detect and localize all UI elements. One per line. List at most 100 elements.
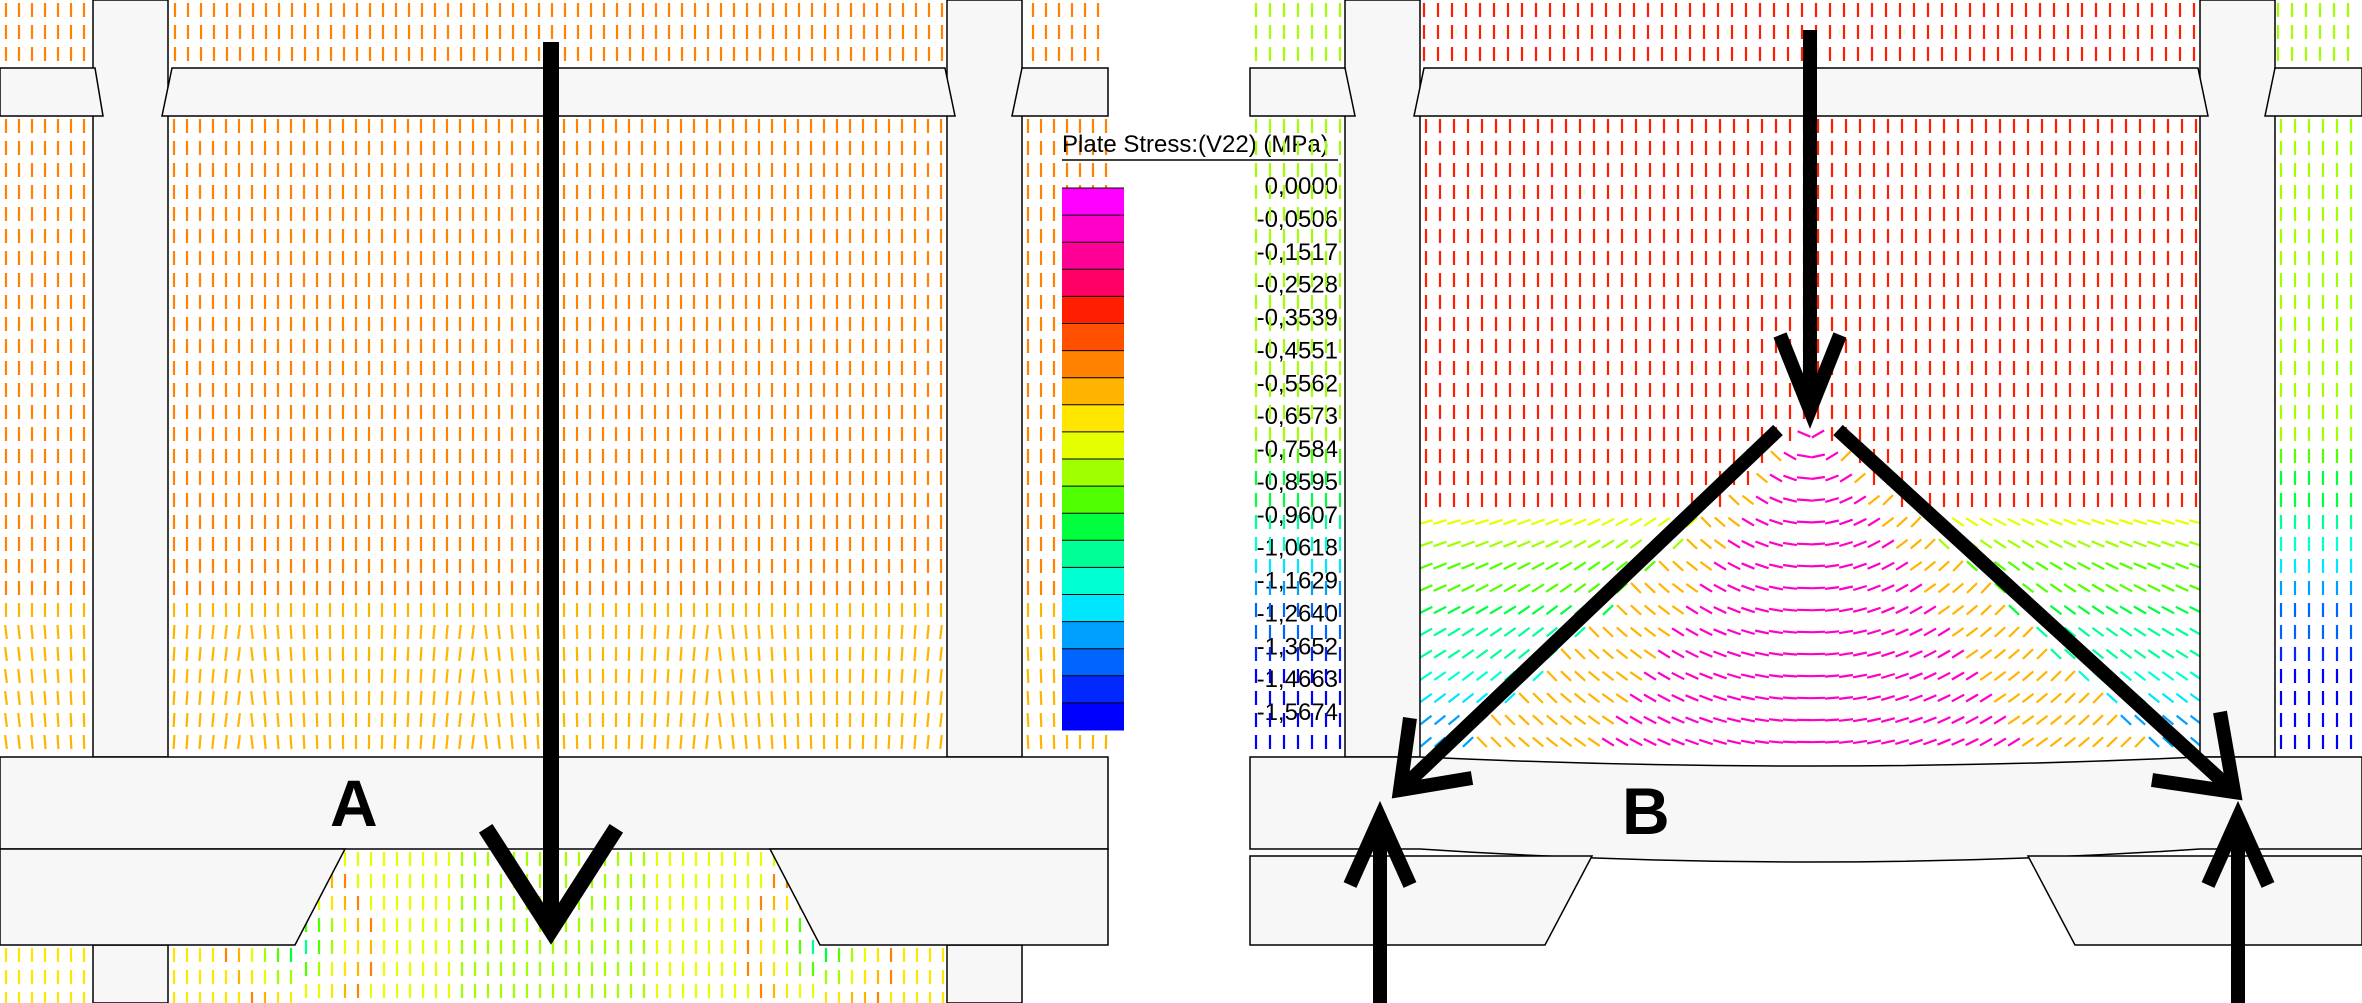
stress-tick (2091, 540, 2105, 548)
stress-tick (289, 668, 293, 684)
stress-tick (185, 646, 189, 662)
stress-tick (731, 668, 735, 684)
stress-tick (315, 668, 319, 684)
stress-tick (757, 668, 761, 684)
stress-tick (1909, 561, 1923, 571)
stress-tick (1755, 495, 1769, 505)
stress-tick (1824, 586, 1840, 590)
legend-color-band (1062, 431, 1124, 460)
stress-tick (1503, 518, 1517, 526)
stress-tick (640, 668, 644, 684)
stress-tick (1615, 560, 1629, 572)
stress-tick (2078, 692, 2090, 704)
stress-tick (2049, 604, 2063, 616)
stress-tick (2077, 626, 2091, 638)
stress-tick (1951, 649, 1965, 659)
panel-a-column-right (946, 0, 1023, 758)
stress-tick (679, 712, 683, 728)
stress-tick (1643, 693, 1657, 703)
stress-tick (172, 646, 176, 662)
stress-tick (1699, 538, 1713, 550)
stress-tick (1629, 626, 1643, 638)
stress-tick (302, 712, 306, 728)
stress-tick (1825, 451, 1839, 461)
stress-tick (250, 734, 254, 750)
stress-tick (172, 690, 176, 706)
stress-tick (1531, 540, 1545, 548)
stress-tick (2134, 736, 2146, 748)
stress-tick (1727, 539, 1741, 549)
stress-tick (198, 668, 202, 684)
stress-tick (2175, 540, 2189, 548)
stress-tick (2119, 583, 2133, 593)
stress-tick (1532, 714, 1544, 726)
stress-tick (2105, 583, 2119, 593)
stress-tick (1657, 649, 1671, 659)
stress-tick (1643, 671, 1657, 681)
stress-tick (1559, 583, 1573, 593)
stress-tick (1713, 606, 1727, 614)
stress-tick (757, 646, 761, 662)
stress-tick (2133, 562, 2147, 570)
stress-tick (2147, 540, 2161, 548)
stress-tick (1026, 668, 1030, 684)
stress-tick (1699, 583, 1713, 593)
stress-tick (1039, 712, 1043, 728)
stress-tick (1852, 695, 1868, 701)
stress-tick (56, 712, 60, 728)
stress-tick (1643, 626, 1657, 638)
stress-tick (432, 668, 436, 684)
stress-tick (1433, 649, 1447, 659)
stress-tick (900, 668, 904, 684)
stress-tick (2147, 692, 2161, 704)
stress-tick (224, 712, 228, 728)
stress-tick (1418, 519, 1434, 525)
stress-tick (1657, 517, 1671, 527)
stress-tick (302, 668, 306, 684)
stress-tick (1685, 627, 1699, 637)
stress-tick (2036, 670, 2048, 682)
stress-tick (2077, 561, 2091, 571)
stress-tick (1433, 692, 1447, 704)
stress-tick (1517, 561, 1531, 571)
stress-tick (2021, 539, 2035, 549)
panel-a-stress-ticks (4, 3, 1108, 1003)
stress-tick (887, 690, 891, 706)
stress-tick (2063, 736, 2077, 748)
stress-tick (1517, 605, 1531, 615)
stress-tick (458, 690, 462, 706)
stress-tick (2175, 562, 2189, 570)
stress-tick (1727, 628, 1741, 636)
legend-color-band (1062, 540, 1124, 568)
stress-tick (1782, 630, 1798, 634)
stress-tick (1490, 714, 1502, 726)
stress-tick (640, 646, 644, 662)
stress-tick (2063, 605, 2077, 615)
stress-tick (30, 734, 34, 750)
stress-tick (718, 712, 722, 728)
stress-tick (1629, 648, 1643, 660)
stress-tick (1643, 604, 1657, 616)
stress-tick (198, 734, 202, 750)
stress-tick (4, 734, 8, 750)
stress-tick (1839, 496, 1853, 504)
stress-tick (1587, 692, 1601, 704)
stress-tick (536, 690, 540, 706)
stress-tick (1419, 714, 1433, 726)
stress-tick (1447, 692, 1461, 704)
stress-tick (1713, 583, 1727, 593)
stress-tick (1461, 670, 1475, 682)
stress-tick (1531, 736, 1545, 748)
stress-tick (1545, 736, 1559, 748)
stress-tick (237, 712, 241, 728)
stress-tick (1994, 626, 2006, 638)
stress-tick (1755, 518, 1769, 526)
stress-tick (2049, 583, 2063, 593)
stress-tick (1895, 694, 1909, 702)
stress-tick (393, 690, 397, 706)
stress-tick (1602, 626, 1614, 638)
stress-tick (2091, 648, 2105, 660)
stress-tick (2175, 649, 2189, 659)
stress-tick (1895, 605, 1909, 615)
stress-tick (1545, 583, 1559, 593)
